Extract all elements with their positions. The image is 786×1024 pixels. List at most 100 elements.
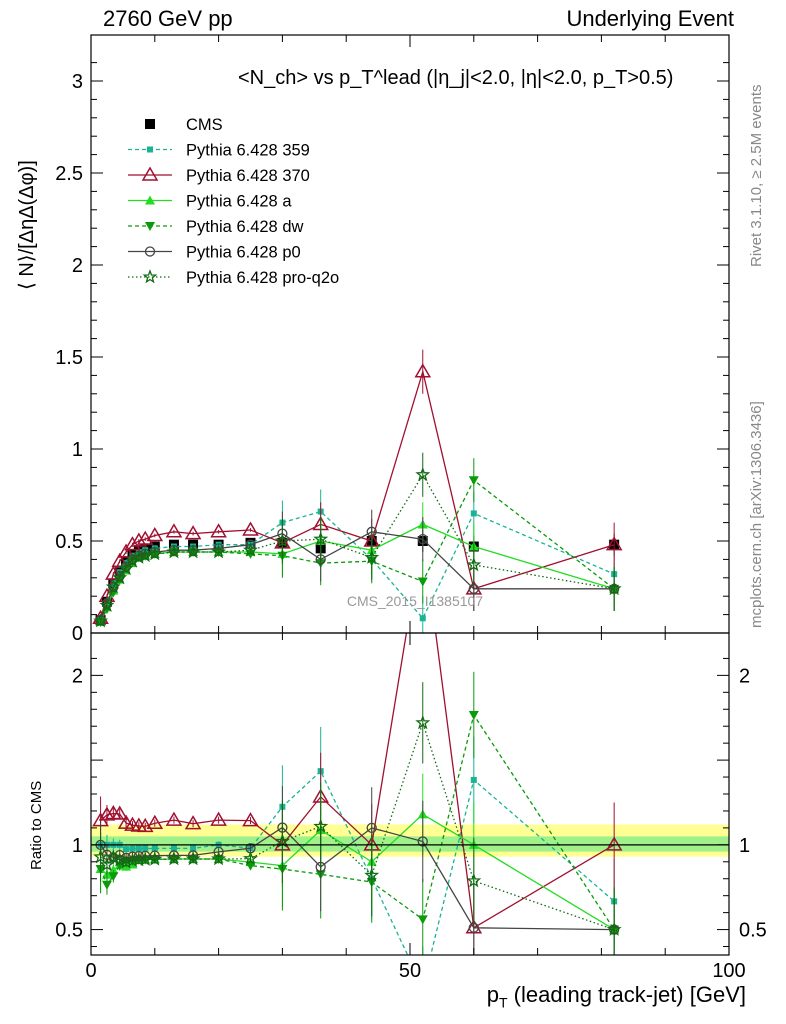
series-1-ratio-point <box>420 984 426 990</box>
series-2-point <box>242 521 259 536</box>
series-6-ratio-point <box>166 851 182 866</box>
legend-marker-6 <box>142 269 158 284</box>
y-tick-label: 1 <box>72 439 83 461</box>
mcplots-label: mcplots.cern.ch [arXiv:1306.3436] <box>748 401 765 628</box>
series-2-point <box>414 363 432 378</box>
series-4-point <box>417 577 428 587</box>
x-tick-label: 0 <box>85 960 96 982</box>
series-6-ratio-point <box>242 850 259 865</box>
series-5-ratio-point <box>417 836 428 847</box>
legend-marker-0 <box>145 119 155 129</box>
series-6-point <box>118 560 134 576</box>
y-tick-label: 0 <box>72 623 83 645</box>
ratio-y-tick-label-right: 1 <box>739 835 750 857</box>
ratio-y-tick-label: 1 <box>72 835 83 857</box>
series-6-point <box>166 544 182 559</box>
series-4-ratio-point <box>417 915 428 925</box>
series-6-point <box>211 544 227 559</box>
series-6-ratio-point <box>185 851 201 866</box>
series-6-ratio-point <box>364 867 380 882</box>
series-2-ratio-point <box>242 812 259 827</box>
series-2-point <box>165 523 183 538</box>
series-6-point <box>364 549 380 564</box>
legend-label-4: Pythia 6.428 dw <box>186 218 303 236</box>
series-2-ratio-point <box>146 814 164 829</box>
series-6-ratio-point <box>313 818 329 833</box>
series-6-point <box>415 466 431 482</box>
header-left: 2760 GeV pp <box>103 6 233 31</box>
series-6-ratio-point <box>147 851 163 866</box>
series-4-ratio-point <box>101 880 112 890</box>
watermark: CMS_2015_I1385107 <box>347 593 483 609</box>
series-6-ratio-point <box>211 851 227 866</box>
chart-title: <N_ch> vs p_T^lead (|η_j|<2.0, |η|<2.0, … <box>238 67 673 89</box>
series-2-ratio-point <box>605 836 623 851</box>
ratio-y-tick-label-right: 2 <box>739 665 750 687</box>
series-6-ratio-point <box>99 856 115 872</box>
y-tick-label: 0.5 <box>55 531 83 553</box>
legend-label-3: Pythia 6.428 a <box>186 193 292 211</box>
legend-marker-1 <box>147 146 153 153</box>
series-2-point <box>184 525 202 540</box>
series-1-ratio-point <box>129 845 136 852</box>
series-2-point <box>117 543 135 558</box>
legend-label-6: Pythia 6.428 pro-q2o <box>186 269 339 287</box>
series-6-ratio-point <box>466 873 482 888</box>
series-2-point <box>605 536 623 551</box>
series-5-ratio-point <box>366 822 377 834</box>
ratio-y-tick-label-right: 0.5 <box>739 920 767 942</box>
legend-marker-2 <box>141 166 159 181</box>
series-2-point <box>105 565 122 580</box>
y-tick-label: 2 <box>72 255 83 277</box>
series-6-ratio-point <box>118 854 134 869</box>
series-6-ratio-point <box>415 714 431 730</box>
series-6-point <box>313 531 329 546</box>
series-6-point <box>147 546 163 561</box>
series-6-point <box>137 547 153 563</box>
legend-label-2: Pythia 6.428 370 <box>186 167 310 185</box>
y-axis-title: ⟨ N⟩/[ΔηΔ(Δφ)] <box>16 160 38 290</box>
series-4-ratio-line <box>99 713 615 930</box>
series-1-ratio-point <box>151 845 158 852</box>
series-6-point <box>99 597 115 612</box>
ratio-y-axis-title: Ratio to CMS <box>28 780 45 870</box>
ratio-y-tick-label: 2 <box>72 665 83 687</box>
series-1-ratio-point <box>470 776 477 783</box>
series-2-ratio-point <box>165 811 183 826</box>
x-axis-title-text: (leading track-jet) [GeV] <box>507 982 746 1007</box>
series-2-point <box>146 526 164 542</box>
x-tick-label: 100 <box>712 960 745 982</box>
series-layer <box>92 349 623 990</box>
series-6-ratio-point <box>606 921 622 936</box>
series-4-point <box>468 476 479 486</box>
series-1-ratio-point <box>142 845 149 852</box>
series-1-ratio-point <box>123 846 130 853</box>
y-tick-label: 2.5 <box>55 163 83 185</box>
ratio-series-group <box>92 633 623 990</box>
series-6-point <box>105 579 121 594</box>
series-6-point <box>274 533 290 548</box>
x-tick-label: 50 <box>399 960 421 982</box>
series-6-ratio-point <box>274 833 290 848</box>
legend-label-1: Pythia 6.428 359 <box>186 142 310 160</box>
series-6-ratio-point <box>93 848 109 864</box>
y-tick-label: 3 <box>72 71 83 93</box>
y-tick-label: 1.5 <box>55 347 83 369</box>
series-1-point <box>419 615 426 622</box>
series-6-ratio-point <box>105 849 121 864</box>
series-2-ratio-point <box>184 815 202 830</box>
series-6-point <box>131 549 147 564</box>
series-6-point <box>466 557 482 572</box>
main-series-group <box>92 349 623 633</box>
x-axis-title: pT (leading track-jet) [GeV] <box>486 982 746 1011</box>
legend-marker-5 <box>144 246 156 257</box>
header-right: Underlying Event <box>566 6 734 31</box>
series-6-point <box>93 613 109 628</box>
ratio-frame <box>90 632 730 956</box>
series-2-ratio-point <box>210 811 227 826</box>
series-2-ratio-point <box>111 805 129 820</box>
series-4-ratio-point <box>245 861 256 871</box>
series-6-ratio-point <box>125 852 141 868</box>
series-2-ratio-point <box>98 806 116 821</box>
